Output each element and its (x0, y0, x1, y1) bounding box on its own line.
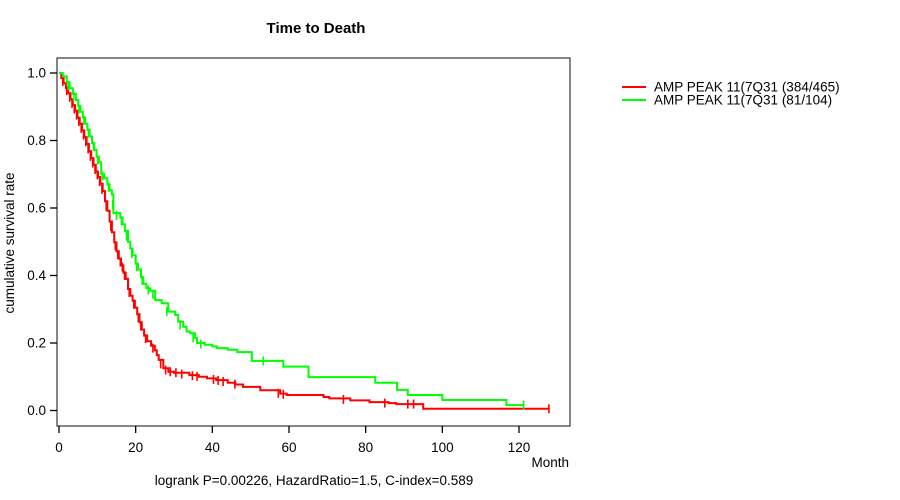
survival-curve-0 (59, 72, 550, 410)
x-tick-label: 0 (55, 440, 63, 455)
x-tick-label: 100 (431, 440, 454, 455)
survival-curve-1 (59, 72, 524, 407)
y-tick-label: 0.4 (27, 268, 46, 283)
y-tick-label: 0.8 (27, 133, 46, 148)
x-tick-label: 40 (205, 440, 220, 455)
legend-label-series-red: AMP PEAK 11(7Q31 (384/465) (654, 80, 840, 95)
y-tick-label: 0.0 (27, 403, 46, 418)
y-tick-label: 0.6 (27, 201, 46, 216)
y-axis: 0.0 0.2 0.4 0.6 0.8 1.0 (27, 66, 57, 418)
plot-area-box (56, 57, 571, 427)
x-tick-label: 20 (128, 440, 143, 455)
x-axis-title: Month (531, 455, 569, 470)
y-tick-label: 1.0 (27, 66, 46, 81)
chart-title: Time to Death (267, 20, 366, 37)
y-tick-label: 0.2 (27, 336, 46, 351)
x-tick-label: 60 (281, 440, 296, 455)
x-axis: 0 20 40 60 80 100 120 (55, 426, 530, 455)
survival-curves (59, 72, 550, 414)
x-tick-label: 80 (358, 440, 373, 455)
legend-label-series-green: AMP PEAK 11(7Q31 (81/104) (654, 93, 832, 108)
x-tick-label: 120 (508, 440, 531, 455)
legend: AMP PEAK 11(7Q31 (384/465) AMP PEAK 11(7… (622, 80, 840, 108)
y-axis-title: cumulative survival rate (2, 172, 17, 313)
stats-annotation: logrank P=0.00226, HazardRatio=1.5, C-in… (155, 473, 474, 488)
